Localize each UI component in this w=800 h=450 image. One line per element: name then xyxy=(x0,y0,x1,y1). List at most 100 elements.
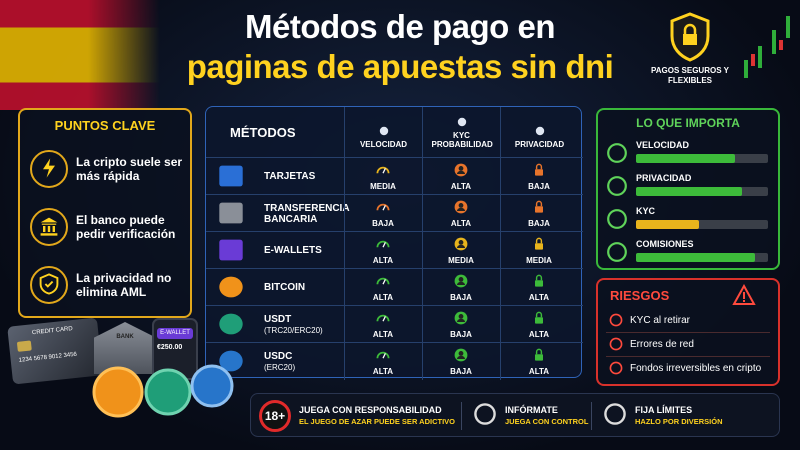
level-label: ALTA xyxy=(372,293,394,302)
footer-subtitle: JUEGA CON CONTROL xyxy=(505,417,589,426)
level-icon xyxy=(531,310,547,328)
level-icon xyxy=(453,199,469,217)
method-name: E-WALLETS xyxy=(264,245,322,256)
method-name: TRANSFERENCIA BANCARIA xyxy=(264,202,350,225)
method-icon-svg xyxy=(219,276,243,298)
key-point-text: La privacidad no elimina AML xyxy=(76,271,172,299)
method-icon-svg xyxy=(219,239,243,261)
header-text: KYC PROBABILIDAD xyxy=(431,131,493,149)
method-name: USDT xyxy=(264,313,292,325)
icon xyxy=(37,214,61,241)
bar-track xyxy=(636,220,768,229)
level-icon xyxy=(453,236,469,254)
importance-icon-svg xyxy=(607,143,627,163)
method: TRANSFERENCIA BANCARIA xyxy=(264,195,350,232)
key-point-text: El banco puede pedir verificación xyxy=(76,213,176,241)
icon-svg xyxy=(40,217,58,236)
level-icon-svg xyxy=(535,163,543,176)
methods-table: MÉTODOS VELOCIDAD KYC PROBABILIDAD PRIVACID… xyxy=(205,106,583,380)
header-icon-svg xyxy=(457,117,466,127)
icon-svg xyxy=(43,157,55,178)
risk-icon xyxy=(608,336,624,357)
header-icon xyxy=(455,115,469,131)
shield-icon xyxy=(670,12,710,62)
bar-track xyxy=(636,187,768,196)
level-label: ALTA xyxy=(372,256,394,265)
risk-icon-svg xyxy=(609,313,623,327)
method-icon xyxy=(218,348,244,379)
importance-icon-svg xyxy=(607,176,627,196)
footer-icon xyxy=(473,402,497,431)
level-icon-svg xyxy=(376,277,390,285)
header-text: VELOCIDAD xyxy=(359,140,408,149)
method-sub: (TRC20/ERC20) xyxy=(264,325,323,335)
level-label: ALTA xyxy=(450,182,472,191)
footer: 18+ JUEGA CON RESPONSABILIDAD EL JUEGO DE … xyxy=(250,393,780,437)
level-icon-svg xyxy=(535,311,543,324)
bar-track xyxy=(636,154,768,163)
coins xyxy=(92,364,234,418)
method-name: BITCOIN xyxy=(264,282,306,293)
table-row: E-WALLETS ALTA MEDIA MEDIA xyxy=(206,231,583,269)
level-icon-svg xyxy=(376,166,390,174)
icon xyxy=(37,272,61,299)
level-icon-svg xyxy=(376,351,390,359)
cell: BAJA xyxy=(422,269,499,306)
level-icon-svg xyxy=(454,163,468,177)
bar xyxy=(636,220,700,229)
key-point-icon xyxy=(30,208,68,246)
column-header: PRIVACIDAD xyxy=(500,107,578,157)
key-point: El banco puede pedir verificación xyxy=(30,202,188,252)
method: USDT (TRC20/ERC20) xyxy=(264,306,344,343)
footer-text: FIJA LÍMITES HAZLO POR DIVERSIÓN xyxy=(635,404,723,428)
risk-text: Errores de red xyxy=(630,339,694,350)
level-icon xyxy=(375,347,391,365)
method: TARJETAS xyxy=(264,158,344,195)
level-label: BAJA xyxy=(450,367,472,376)
table-row: USDT (TRC20/ERC20) ALTA BAJA ALTA xyxy=(206,305,583,343)
badge: PAGOS SEGUROS Y FLEXIBLES xyxy=(651,66,729,85)
risk-text: KYC al retirar xyxy=(630,315,691,326)
level-icon xyxy=(375,273,391,291)
method: USDC (ERC20) xyxy=(264,343,344,380)
method-icon-svg xyxy=(219,350,243,372)
header-icon xyxy=(377,124,391,140)
level-label: ALTA xyxy=(528,293,550,302)
icon xyxy=(37,156,61,183)
level-icon-svg xyxy=(454,348,468,362)
cell: ALTA xyxy=(344,269,421,306)
level-icon xyxy=(531,199,547,217)
table-row: BITCOIN ALTA BAJA ALTA xyxy=(206,268,583,306)
panel-title: PUNTOS CLAVE xyxy=(54,118,156,133)
table-row: USDC (ERC20) ALTA BAJA ALTA xyxy=(206,342,583,380)
footer-subtitle: EL JUEGO DE AZAR PUEDE SER ADICTIVO xyxy=(299,417,455,426)
level-icon-svg xyxy=(376,203,390,211)
method: E-WALLETS xyxy=(264,232,344,269)
cell: ALTA xyxy=(422,195,499,232)
level-icon xyxy=(531,162,547,180)
method-icon-svg xyxy=(219,313,243,335)
table-row: TARJETAS MEDIA ALTA BAJA xyxy=(206,157,583,195)
card-number: 1234 5678 9012 3456 xyxy=(18,351,78,364)
title: Métodos de pago en xyxy=(244,8,556,45)
importance-label: PRIVACIDAD xyxy=(636,173,692,183)
icon-svg xyxy=(39,272,59,295)
level-icon xyxy=(375,162,391,180)
key-point: La cripto suele ser más rápida xyxy=(30,144,188,194)
level-label: ALTA xyxy=(450,219,472,228)
level-icon xyxy=(453,162,469,180)
level-icon-svg xyxy=(454,200,468,214)
level-label: MEDIA xyxy=(526,256,552,265)
panel-title: LO QUE IMPORTA xyxy=(636,116,740,130)
level-label: MEDIA xyxy=(448,256,474,265)
level-label: BAJA xyxy=(528,182,550,191)
cell: ALTA xyxy=(422,158,499,195)
header-icon-svg xyxy=(535,126,544,136)
method-icon xyxy=(218,274,244,305)
key-point-icon xyxy=(30,150,68,188)
level-icon-svg xyxy=(454,311,468,325)
level-icon-svg xyxy=(454,237,468,251)
footer-icon-svg xyxy=(474,402,496,425)
header-icon xyxy=(533,124,547,140)
level-icon-svg xyxy=(535,348,543,361)
